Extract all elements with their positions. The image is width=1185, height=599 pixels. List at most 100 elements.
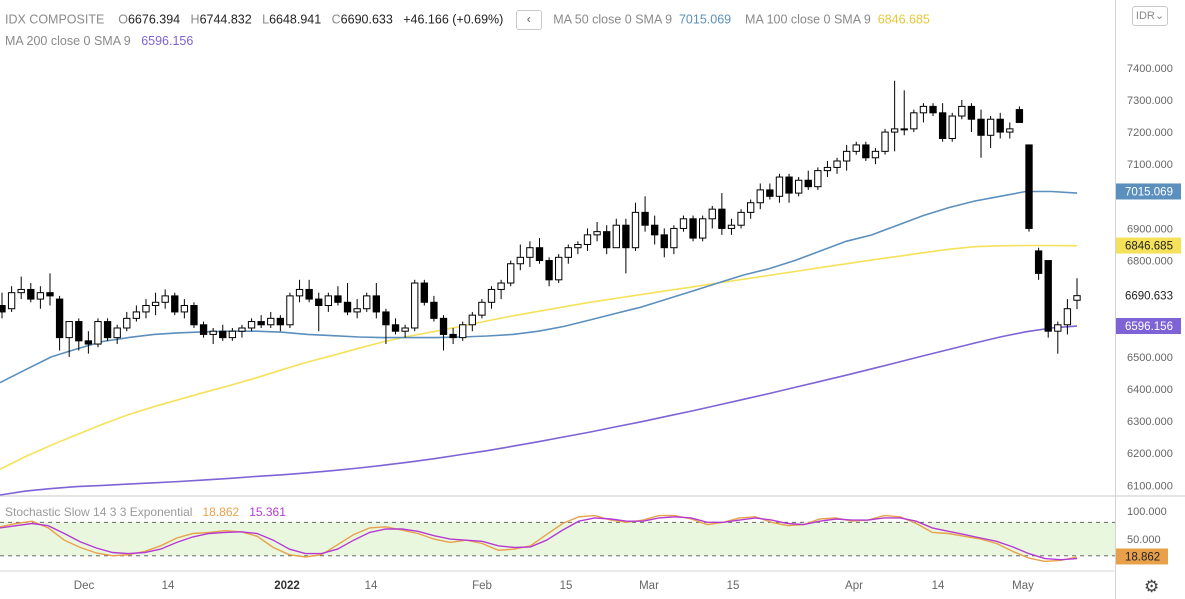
- candle-body-up: [871, 150, 880, 159]
- candle: [862, 141, 870, 161]
- candle-body-up: [507, 263, 515, 284]
- candle: [478, 299, 486, 319]
- price-tag-label: 7015.069: [1125, 186, 1173, 198]
- candle-body-up: [900, 128, 908, 131]
- low-label: L: [262, 12, 270, 27]
- candle-body-up: [180, 305, 189, 313]
- candle-body-down: [785, 176, 793, 194]
- candle-body-up: [583, 234, 592, 245]
- change-value: +46.166 (+0.69%): [403, 12, 504, 27]
- price-tick-label: 7200.000: [1127, 127, 1173, 139]
- currency-select[interactable]: IDR⌄: [1132, 6, 1168, 26]
- candle: [411, 279, 419, 332]
- ma50-label[interactable]: MA 50 close 0 SMA 9: [553, 12, 673, 27]
- candle-body-up: [286, 295, 294, 326]
- candle-body-up: [919, 105, 928, 114]
- candle-body-up: [631, 211, 640, 249]
- candle-body-down: [718, 208, 726, 229]
- candle-body-down: [343, 301, 352, 313]
- candlesticks: [0, 80, 1081, 357]
- candle: [430, 295, 438, 322]
- candle-body-up: [1006, 128, 1014, 133]
- legend-row-1: IDX COMPOSITE O6676.394 H6744.832 L6648.…: [5, 10, 930, 30]
- candle-body-up: [881, 131, 889, 152]
- candle: [977, 109, 985, 158]
- candle-body-up: [910, 112, 918, 130]
- price-tag-label: 6596.156: [1125, 321, 1173, 333]
- candle-body-down: [84, 340, 93, 345]
- price-tag: 6596.156: [1116, 318, 1181, 335]
- symbol-name[interactable]: IDX COMPOSITE: [5, 12, 105, 27]
- candle: [0, 292, 6, 319]
- high-label: H: [190, 12, 200, 27]
- candle-body-down: [545, 260, 553, 281]
- candle-body-down: [689, 218, 697, 239]
- settings-gear-icon[interactable]: ⚙: [1144, 577, 1160, 596]
- candle-body-down: [334, 295, 342, 303]
- candle: [938, 103, 947, 142]
- candle-body-down: [535, 247, 544, 262]
- candle-body-up: [132, 311, 141, 319]
- stochastic-lines: [0, 514, 1078, 563]
- candle: [103, 318, 112, 341]
- close-label: C: [331, 12, 341, 27]
- candle-body-up: [823, 166, 832, 172]
- candle: [46, 273, 54, 306]
- candle: [794, 177, 803, 197]
- candle: [1025, 144, 1033, 232]
- candle-body-down: [372, 295, 380, 313]
- candle-body-up: [459, 324, 467, 339]
- candle-body-up: [852, 144, 860, 152]
- candle: [881, 128, 889, 155]
- chevron-down-icon: ⌄: [1154, 10, 1165, 22]
- candle: [363, 292, 371, 312]
- stochastic-price-tag-bg: [1116, 548, 1168, 565]
- candle-body-up: [679, 218, 688, 229]
- candle: [814, 167, 822, 190]
- time-axis[interactable]: Dec 14 2022 14 Feb 15 Mar 15 Apr 14 May: [74, 580, 1034, 592]
- candle: [583, 228, 592, 251]
- candle: [670, 225, 678, 255]
- candle: [142, 299, 150, 319]
- candle: [660, 228, 668, 258]
- candle-body-up: [708, 208, 716, 220]
- candle: [84, 331, 93, 354]
- time-tick-label: 14: [162, 580, 175, 592]
- candle: [65, 321, 73, 357]
- candle-body-down: [382, 311, 390, 326]
- candle-body-up: [1073, 295, 1081, 301]
- candle-body-up: [516, 256, 524, 265]
- candle: [564, 244, 572, 264]
- time-tick-label: 14: [365, 580, 378, 592]
- stochastic-k-line: [0, 514, 1078, 563]
- price-tick-label: 6200.000: [1127, 448, 1173, 460]
- candle: [487, 286, 496, 309]
- time-tick-label: 2022: [274, 580, 300, 592]
- candle-body-up: [228, 330, 237, 339]
- candle: [238, 324, 246, 338]
- ma50-value: 7015.069: [678, 12, 732, 27]
- candle: [986, 116, 995, 149]
- candle: [852, 141, 860, 155]
- ma200-label[interactable]: MA 200 close 0 SMA 9: [5, 34, 131, 48]
- candle-body-down: [190, 305, 198, 326]
- candle: [94, 318, 102, 348]
- candle: [7, 286, 16, 312]
- stochastic-label[interactable]: Stochastic Slow 14 3 3 Exponential: [5, 505, 193, 519]
- candle: [823, 160, 832, 178]
- price-axis[interactable]: 7400.000 7300.000 7200.000 7100.000 6900.000…: [1116, 63, 1181, 565]
- candle-body-up: [699, 218, 707, 239]
- candle: [190, 302, 198, 328]
- ma100-label[interactable]: MA 100 close 0 SMA 9: [745, 12, 871, 27]
- collapse-legend-button[interactable]: ‹: [515, 10, 542, 30]
- candle: [267, 311, 275, 328]
- candle: [161, 289, 169, 309]
- candle: [507, 260, 515, 287]
- price-tag: 6690.633: [1116, 287, 1181, 304]
- candle: [382, 308, 390, 345]
- candle-body-down: [420, 282, 428, 303]
- candle-body-down: [27, 288, 35, 300]
- candle: [612, 218, 620, 249]
